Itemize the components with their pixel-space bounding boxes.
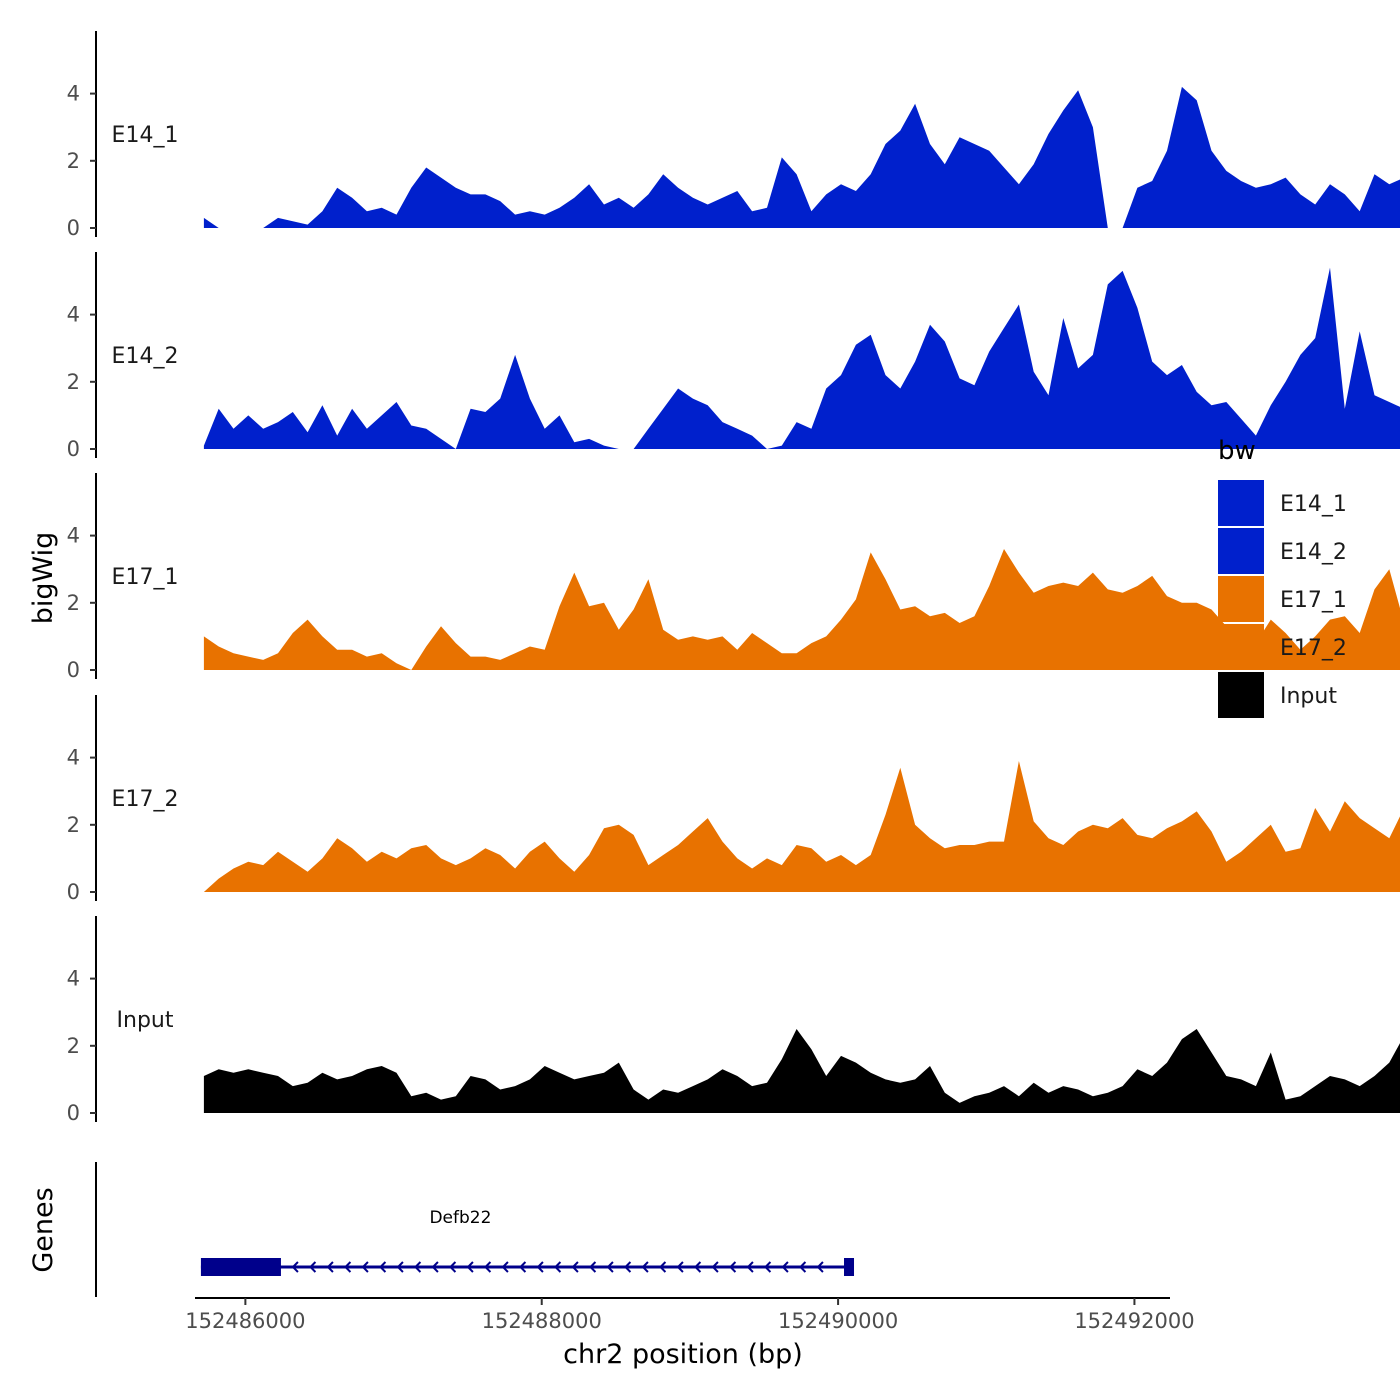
x-tick-label: 152492000 — [1074, 1309, 1194, 1333]
x-tick-label: 152488000 — [482, 1309, 602, 1333]
panel-input: 0 2 4 Input — [67, 916, 1400, 1125]
genes-axis-title: Genes — [28, 1187, 59, 1272]
strand-arrow — [764, 1261, 772, 1273]
strand-arrow — [326, 1261, 334, 1273]
track-label: E14_1 — [112, 123, 179, 148]
strand-arrow — [484, 1261, 492, 1273]
legend-swatch — [1218, 576, 1264, 622]
y-tick-label: 4 — [67, 967, 80, 991]
coverage-area — [203, 86, 1400, 228]
strand-arrow — [816, 1261, 824, 1273]
strand-arrow — [641, 1261, 649, 1273]
strand-arrow — [729, 1261, 737, 1273]
strand-arrow — [449, 1261, 457, 1273]
legend-swatch — [1218, 528, 1264, 574]
legend-label: Input — [1280, 684, 1337, 709]
panel-e17-2: 0 2 4 E17_2 — [67, 695, 1400, 904]
legend-item: E17_2 — [1218, 624, 1347, 670]
y-tick-label: 0 — [67, 216, 80, 240]
y-tick-label: 0 — [67, 1101, 80, 1125]
legend-item: E14_2 — [1218, 528, 1347, 574]
y-axis-title: bigWig — [28, 532, 59, 625]
strand-arrow — [624, 1261, 632, 1273]
y-tick-label: 2 — [67, 813, 80, 837]
legend-swatch — [1218, 672, 1264, 718]
y-tick-label: 2 — [67, 370, 80, 394]
y-tick-label: 4 — [67, 524, 80, 548]
gene-exon — [844, 1258, 855, 1276]
coverage-area — [203, 267, 1400, 449]
gene-exon — [200, 1258, 281, 1276]
strand-arrow — [396, 1261, 404, 1273]
x-tick-label: 152486000 — [185, 1309, 305, 1333]
coverage-area — [203, 1029, 1400, 1113]
strand-arrow — [781, 1261, 789, 1273]
x-axis-title: chr2 position (bp) — [563, 1339, 803, 1370]
strand-arrow — [361, 1261, 369, 1273]
strand-arrow — [606, 1261, 614, 1273]
strand-arrow — [519, 1261, 527, 1273]
strand-arrow — [659, 1261, 667, 1273]
gene-defb22: Defb22 — [200, 1208, 855, 1276]
y-tick-label: 2 — [67, 149, 80, 173]
panel-e14-1: 0 2 4 E14_1 — [67, 31, 1400, 240]
x-tick-label: 152490000 — [778, 1309, 898, 1333]
coverage-area — [203, 549, 1400, 670]
strand-arrow — [379, 1261, 387, 1273]
y-tick-label: 4 — [67, 82, 80, 106]
strand-arrow — [501, 1261, 509, 1273]
track-label: Input — [117, 1008, 174, 1033]
strand-arrow — [554, 1261, 562, 1273]
legend-swatch — [1218, 480, 1264, 526]
y-tick-label: 2 — [67, 591, 80, 615]
y-tick-label: 0 — [67, 880, 80, 904]
strand-arrow — [536, 1261, 544, 1273]
gene-track-panel: Defb22 — [95, 1162, 855, 1297]
strand-arrow — [466, 1261, 474, 1273]
legend-item: Input — [1218, 672, 1337, 718]
legend-label: E14_2 — [1280, 540, 1347, 565]
coverage-area — [203, 761, 1400, 892]
strand-arrow — [799, 1261, 807, 1273]
x-axis: 152486000 152488000 152490000 152492000 — [185, 1297, 1195, 1333]
legend: bw E14_1 E14_2 E17_1 E17_2 Input — [1218, 436, 1347, 718]
gene-label: Defb22 — [429, 1208, 491, 1228]
strand-arrow — [414, 1261, 422, 1273]
legend-item: E17_1 — [1218, 576, 1347, 622]
coverage-panels: 0 2 4 E14_1 0 2 4 E14_2 0 2 4 E17_1 0 2 4 E17_2 0 2 4 Input — [67, 31, 1400, 1125]
strand-arrow — [589, 1261, 597, 1273]
strand-arrow — [291, 1261, 299, 1273]
y-tick-label: 0 — [67, 658, 80, 682]
track-label: E17_2 — [112, 787, 179, 812]
strand-arrow — [571, 1261, 579, 1273]
panel-e14-2: 0 2 4 E14_2 — [67, 252, 1400, 461]
strand-arrow — [309, 1261, 317, 1273]
strand-arrow — [711, 1261, 719, 1273]
track-label: E17_1 — [112, 565, 179, 590]
legend-label: E17_1 — [1280, 588, 1347, 613]
strand-arrow — [344, 1261, 352, 1273]
y-tick-label: 4 — [67, 746, 80, 770]
legend-label: E14_1 — [1280, 492, 1347, 517]
legend-title: bw — [1218, 436, 1256, 466]
strand-arrow — [746, 1261, 754, 1273]
track-label: E14_2 — [112, 344, 179, 369]
gene-models: Defb22 — [200, 1208, 855, 1276]
legend-item: E14_1 — [1218, 480, 1347, 526]
strand-arrow — [431, 1261, 439, 1273]
legend-swatch — [1218, 624, 1264, 670]
strand-arrow — [676, 1261, 684, 1273]
legend-label: E17_2 — [1280, 636, 1347, 661]
y-tick-label: 0 — [67, 437, 80, 461]
y-tick-label: 2 — [67, 1034, 80, 1058]
panel-e17-1: 0 2 4 E17_1 — [67, 473, 1400, 682]
strand-arrow — [694, 1261, 702, 1273]
y-tick-label: 4 — [67, 303, 80, 327]
